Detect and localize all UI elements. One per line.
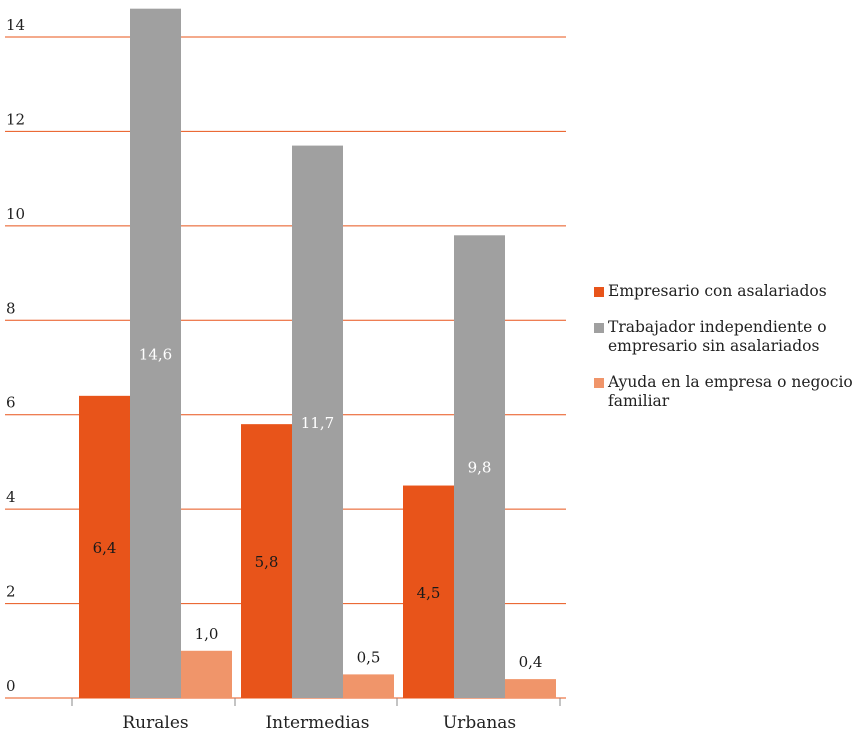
y-tick-label-4: 4 bbox=[6, 488, 16, 506]
data-label-rurales-series-1: 14,6 bbox=[139, 345, 172, 363]
bar-intermedias-series-1 bbox=[292, 145, 343, 699]
y-tick-label-12: 12 bbox=[6, 110, 25, 128]
x-category-label-urbanas: Urbanas bbox=[443, 713, 516, 733]
y-tick-label-6: 6 bbox=[6, 394, 16, 412]
legend-label-empresario-con-asalariados: Empresario con asalariados bbox=[608, 282, 827, 300]
bar-urbanas-series-0 bbox=[403, 485, 454, 698]
bar-rurales-series-0 bbox=[79, 395, 130, 698]
legend-item-trabajador-independiente: Trabajador independiente o empresario si… bbox=[594, 318, 856, 356]
data-label-urbanas-series-1: 9,8 bbox=[468, 459, 492, 477]
bar-urbanas-series-1 bbox=[454, 235, 505, 699]
x-category-label-intermedias: Intermedias bbox=[265, 713, 369, 733]
data-label-intermedias-series-2: 0,5 bbox=[357, 648, 381, 666]
legend-item-empresario-con-asalariados: Empresario con asalariados bbox=[594, 282, 856, 301]
bar-rurales-series-1 bbox=[130, 8, 181, 698]
legend-swatch-empresario-con-asalariados bbox=[594, 287, 604, 297]
data-label-intermedias-series-0: 5,8 bbox=[255, 553, 279, 571]
legend-label-ayuda-negocio-familiar: Ayuda en la empresa o negocio familiar bbox=[608, 373, 853, 410]
y-tick-label-0: 0 bbox=[6, 677, 16, 695]
y-tick-label-8: 8 bbox=[6, 299, 16, 317]
bar-intermedias-series-0 bbox=[241, 424, 292, 698]
data-label-rurales-series-2: 1,0 bbox=[195, 625, 219, 643]
y-tick-label-2: 2 bbox=[6, 583, 16, 601]
legend-swatch-ayuda-negocio-familiar bbox=[594, 378, 604, 388]
legend: Empresario con asalariados Trabajador in… bbox=[594, 282, 856, 428]
bar-urbanas-series-2 bbox=[505, 679, 556, 698]
bar-rurales-series-2 bbox=[181, 650, 232, 698]
bar-intermedias-series-2 bbox=[343, 674, 394, 698]
y-tick-label-10: 10 bbox=[6, 205, 25, 223]
y-tick-label-14: 14 bbox=[6, 16, 25, 34]
x-category-label-rurales: Rurales bbox=[122, 713, 188, 733]
data-label-rurales-series-0: 6,4 bbox=[93, 539, 117, 557]
legend-label-trabajador-independiente: Trabajador independiente o empresario si… bbox=[608, 318, 827, 355]
legend-item-ayuda-negocio-familiar: Ayuda en la empresa o negocio familiar bbox=[594, 373, 856, 411]
data-label-urbanas-series-0: 4,5 bbox=[417, 584, 441, 602]
data-label-intermedias-series-1: 11,7 bbox=[301, 414, 334, 432]
legend-swatch-trabajador-independiente bbox=[594, 323, 604, 333]
data-label-urbanas-series-2: 0,4 bbox=[519, 653, 543, 671]
